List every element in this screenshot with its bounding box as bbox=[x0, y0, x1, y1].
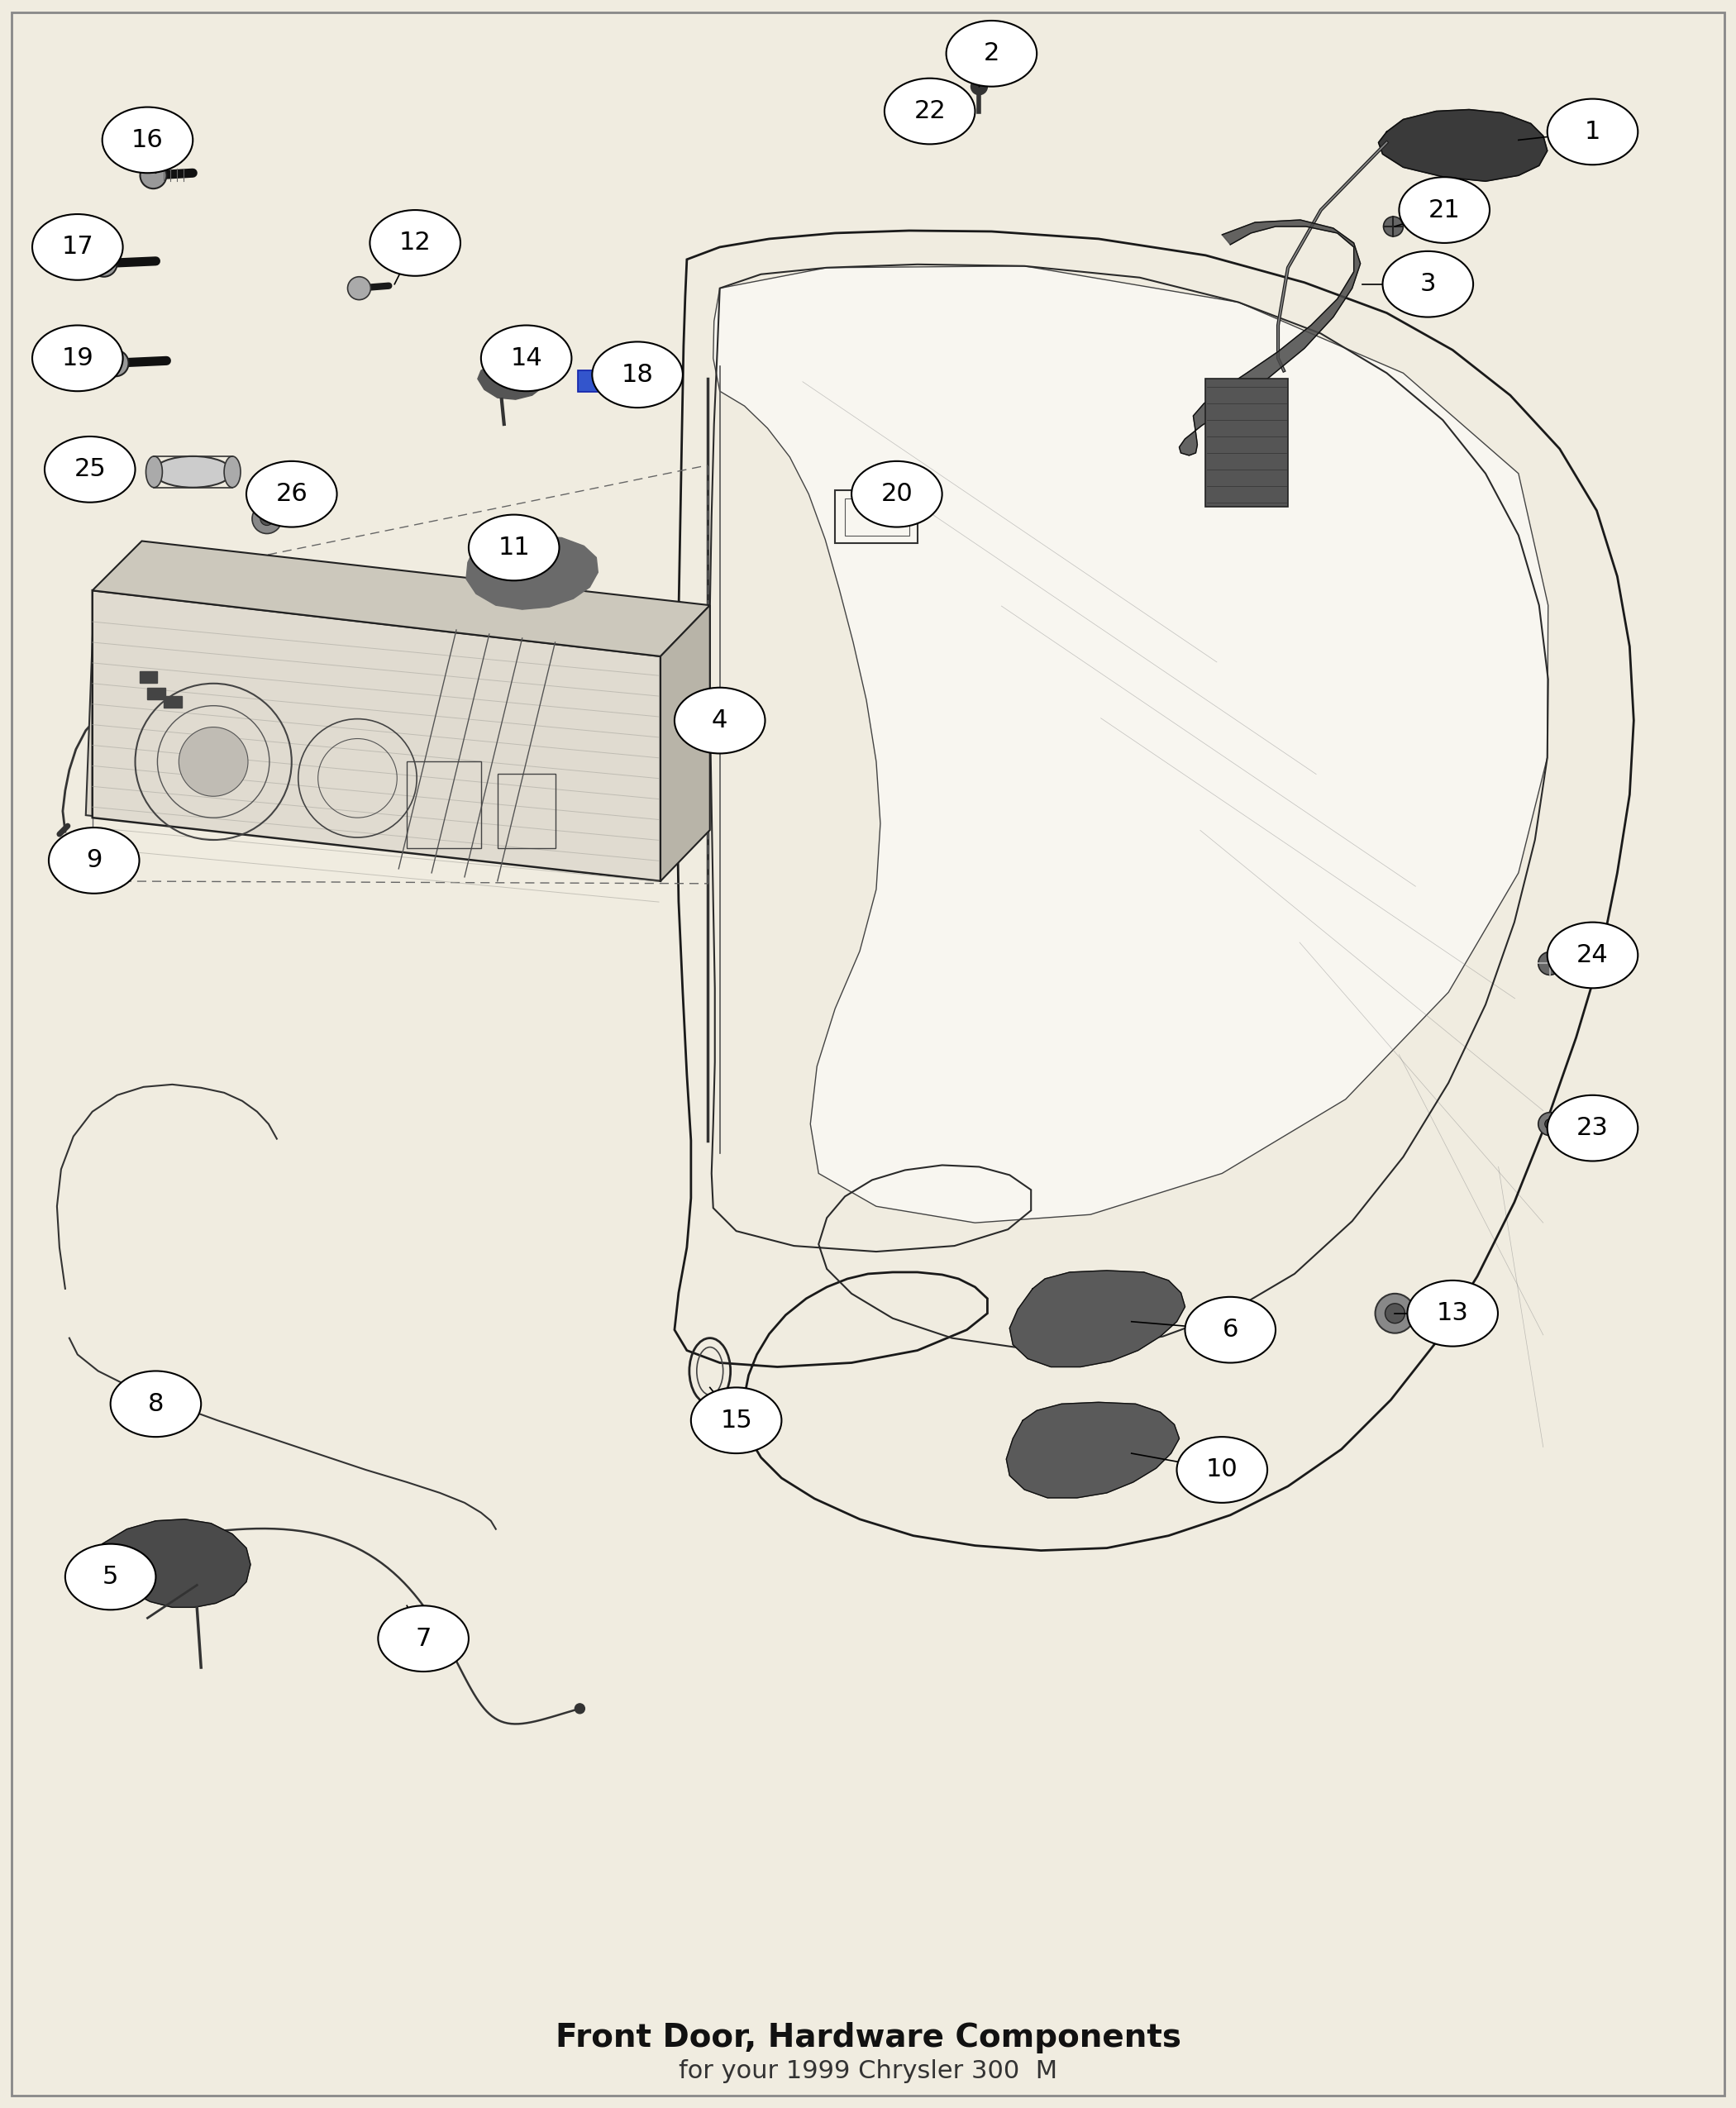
Ellipse shape bbox=[45, 436, 135, 502]
Polygon shape bbox=[660, 605, 710, 881]
Bar bbox=[406, 761, 481, 847]
Circle shape bbox=[141, 162, 167, 188]
Polygon shape bbox=[92, 542, 710, 656]
Ellipse shape bbox=[1408, 1280, 1498, 1347]
Text: for your 1999 Chrysler 300  M: for your 1999 Chrysler 300 M bbox=[679, 2060, 1057, 2083]
Ellipse shape bbox=[481, 325, 571, 392]
Polygon shape bbox=[1010, 1271, 1186, 1366]
Ellipse shape bbox=[224, 455, 241, 487]
Polygon shape bbox=[85, 597, 654, 877]
Ellipse shape bbox=[49, 828, 139, 894]
Bar bbox=[139, 670, 158, 683]
Text: 1: 1 bbox=[1585, 120, 1601, 143]
Text: 12: 12 bbox=[399, 232, 431, 255]
Circle shape bbox=[90, 251, 116, 276]
Text: 23: 23 bbox=[1576, 1115, 1609, 1140]
Ellipse shape bbox=[146, 455, 163, 487]
Ellipse shape bbox=[378, 1606, 469, 1672]
Circle shape bbox=[948, 110, 962, 124]
Polygon shape bbox=[102, 1520, 250, 1606]
Text: 22: 22 bbox=[913, 99, 946, 122]
Bar bbox=[835, 489, 917, 544]
Text: 13: 13 bbox=[1436, 1301, 1469, 1326]
Ellipse shape bbox=[33, 325, 123, 392]
Text: 16: 16 bbox=[132, 129, 163, 152]
Text: 8: 8 bbox=[148, 1391, 163, 1417]
Ellipse shape bbox=[1186, 1296, 1276, 1362]
Ellipse shape bbox=[370, 211, 460, 276]
Polygon shape bbox=[1378, 110, 1547, 181]
Ellipse shape bbox=[852, 462, 943, 527]
Ellipse shape bbox=[66, 1543, 156, 1611]
Ellipse shape bbox=[1177, 1438, 1267, 1503]
Polygon shape bbox=[477, 358, 545, 398]
Text: 26: 26 bbox=[276, 483, 307, 506]
Ellipse shape bbox=[592, 341, 682, 407]
Bar bbox=[845, 497, 910, 535]
Ellipse shape bbox=[1399, 177, 1489, 242]
Text: 15: 15 bbox=[720, 1408, 752, 1433]
Bar bbox=[163, 696, 182, 708]
Text: 4: 4 bbox=[712, 708, 727, 731]
Circle shape bbox=[575, 1703, 585, 1714]
Ellipse shape bbox=[33, 215, 123, 280]
Text: 19: 19 bbox=[61, 346, 94, 371]
Circle shape bbox=[1545, 1119, 1555, 1130]
Ellipse shape bbox=[946, 21, 1036, 86]
Text: 10: 10 bbox=[1207, 1459, 1238, 1482]
Ellipse shape bbox=[691, 1387, 781, 1452]
Bar bbox=[578, 371, 609, 392]
Circle shape bbox=[102, 350, 128, 377]
Circle shape bbox=[1375, 1294, 1415, 1332]
Ellipse shape bbox=[111, 1370, 201, 1438]
Circle shape bbox=[1538, 953, 1561, 976]
Text: 24: 24 bbox=[1576, 942, 1609, 968]
Text: 6: 6 bbox=[1222, 1318, 1238, 1343]
Ellipse shape bbox=[155, 455, 233, 487]
Ellipse shape bbox=[675, 687, 766, 753]
Text: 7: 7 bbox=[415, 1627, 431, 1651]
Circle shape bbox=[347, 276, 372, 299]
Ellipse shape bbox=[1382, 251, 1474, 316]
Text: 9: 9 bbox=[87, 850, 102, 873]
Polygon shape bbox=[92, 590, 660, 881]
Ellipse shape bbox=[1547, 923, 1637, 989]
Circle shape bbox=[179, 727, 248, 797]
Ellipse shape bbox=[102, 108, 193, 173]
Ellipse shape bbox=[1547, 99, 1637, 164]
Circle shape bbox=[1538, 1113, 1561, 1136]
Ellipse shape bbox=[247, 462, 337, 527]
Circle shape bbox=[260, 512, 274, 525]
Text: 17: 17 bbox=[61, 236, 94, 259]
Polygon shape bbox=[1205, 379, 1288, 506]
Circle shape bbox=[1384, 217, 1403, 236]
Text: Front Door, Hardware Components: Front Door, Hardware Components bbox=[556, 2022, 1180, 2053]
Text: 21: 21 bbox=[1429, 198, 1460, 221]
Polygon shape bbox=[1007, 1402, 1179, 1499]
Polygon shape bbox=[1179, 219, 1361, 455]
Text: 18: 18 bbox=[621, 363, 653, 386]
Text: 5: 5 bbox=[102, 1564, 118, 1589]
Ellipse shape bbox=[884, 78, 976, 143]
Text: 11: 11 bbox=[498, 535, 529, 559]
Ellipse shape bbox=[469, 514, 559, 580]
Text: 2: 2 bbox=[984, 42, 1000, 65]
Circle shape bbox=[252, 504, 281, 533]
Text: 14: 14 bbox=[510, 346, 542, 371]
Circle shape bbox=[906, 124, 920, 139]
Bar bbox=[498, 774, 556, 847]
Ellipse shape bbox=[1547, 1096, 1637, 1162]
Circle shape bbox=[970, 78, 988, 95]
Text: 3: 3 bbox=[1420, 272, 1436, 295]
Polygon shape bbox=[467, 535, 597, 609]
Circle shape bbox=[1385, 1303, 1404, 1324]
Text: 20: 20 bbox=[880, 483, 913, 506]
Polygon shape bbox=[713, 266, 1549, 1223]
Bar bbox=[148, 687, 165, 700]
Text: 25: 25 bbox=[75, 457, 106, 481]
